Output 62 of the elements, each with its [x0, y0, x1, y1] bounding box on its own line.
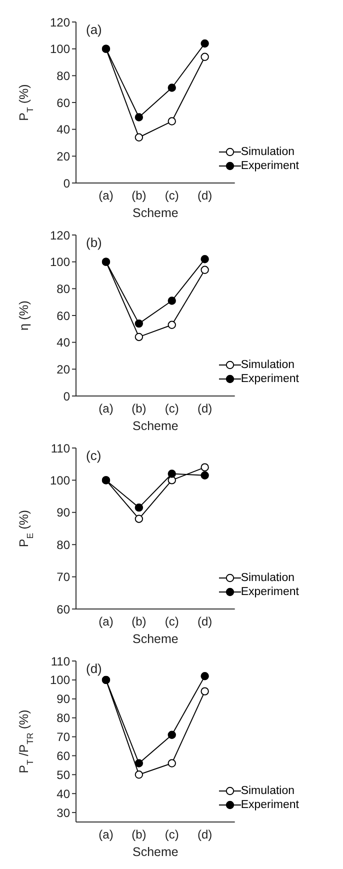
annotation: (c) [86, 448, 102, 463]
x-tick-label: (d) [197, 402, 212, 416]
y-axis-title: η (%) [17, 300, 31, 330]
legend-label: Simulation [240, 784, 295, 798]
y-tick-label: 0 [63, 176, 70, 190]
x-tick-label: (a) [98, 614, 114, 629]
x-tick-label: (c) [164, 614, 179, 629]
x-tick-label: (d) [197, 188, 212, 203]
y-tick-label: 60 [56, 96, 70, 110]
y-tick-label: 70 [56, 730, 70, 744]
x-tick-label: (b) [132, 188, 146, 203]
y-tick-label: 30 [56, 806, 70, 820]
y-tick-label: 60 [56, 748, 70, 763]
legend-label: Experiment [240, 372, 299, 386]
x-tick-label: (c) [164, 188, 179, 203]
y-tick-label: 60 [56, 308, 70, 323]
y-tick-label: 80 [56, 282, 70, 296]
legend-label: Experiment [240, 798, 299, 812]
y-tick-label: 100 [50, 473, 70, 488]
y-tick-label: 20 [56, 149, 70, 164]
y-tick-label: 40 [56, 122, 70, 137]
y-tick-label: 110 [50, 654, 70, 668]
x-tick-label: (b) [132, 614, 146, 629]
x-axis-title: Scheme [132, 845, 178, 859]
legend-label: Experiment [240, 585, 299, 599]
y-tick-label: 120 [50, 15, 70, 30]
x-tick-label: (a) [98, 828, 114, 842]
annotation: (d) [86, 661, 102, 676]
x-tick-label: (c) [164, 402, 179, 416]
y-tick-label: 80 [56, 711, 70, 726]
y-tick-label: 80 [56, 538, 70, 552]
y-tick-label: 20 [56, 362, 70, 376]
legend-label: Simulation [240, 571, 295, 585]
y-tick-label: 100 [50, 255, 70, 270]
x-tick-label: (c) [164, 828, 179, 842]
legend-label: Experiment [240, 159, 299, 173]
y-tick-label: 50 [56, 768, 70, 782]
legend-label: Simulation [240, 358, 295, 372]
x-tick-label: (d) [197, 614, 212, 629]
legend-label: Simulation [240, 145, 295, 159]
y-tick-label: 80 [56, 68, 70, 83]
x-axis-title: Scheme [132, 206, 178, 220]
x-tick-label: (d) [197, 828, 212, 842]
y-tick-label: 100 [50, 673, 70, 688]
x-tick-label: (a) [98, 402, 114, 416]
annotation: (a) [86, 22, 102, 37]
annotation: (b) [86, 235, 102, 250]
y-tick-label: 90 [56, 692, 70, 706]
x-tick-label: (b) [132, 828, 146, 842]
y-tick-label: 0 [63, 389, 70, 404]
x-axis-title: Scheme [132, 419, 178, 433]
y-tick-label: 90 [56, 506, 70, 520]
x-tick-label: (b) [132, 402, 146, 416]
x-tick-label: (a) [98, 188, 114, 203]
y-tick-label: 70 [56, 570, 70, 584]
y-tick-label: 60 [56, 602, 70, 616]
y-tick-label: 40 [56, 336, 70, 350]
x-axis-title: Scheme [132, 632, 178, 646]
y-tick-label: 100 [50, 42, 70, 56]
y-tick-label: 40 [56, 786, 70, 801]
y-tick-label: 120 [50, 228, 70, 242]
y-tick-label: 110 [50, 441, 70, 456]
